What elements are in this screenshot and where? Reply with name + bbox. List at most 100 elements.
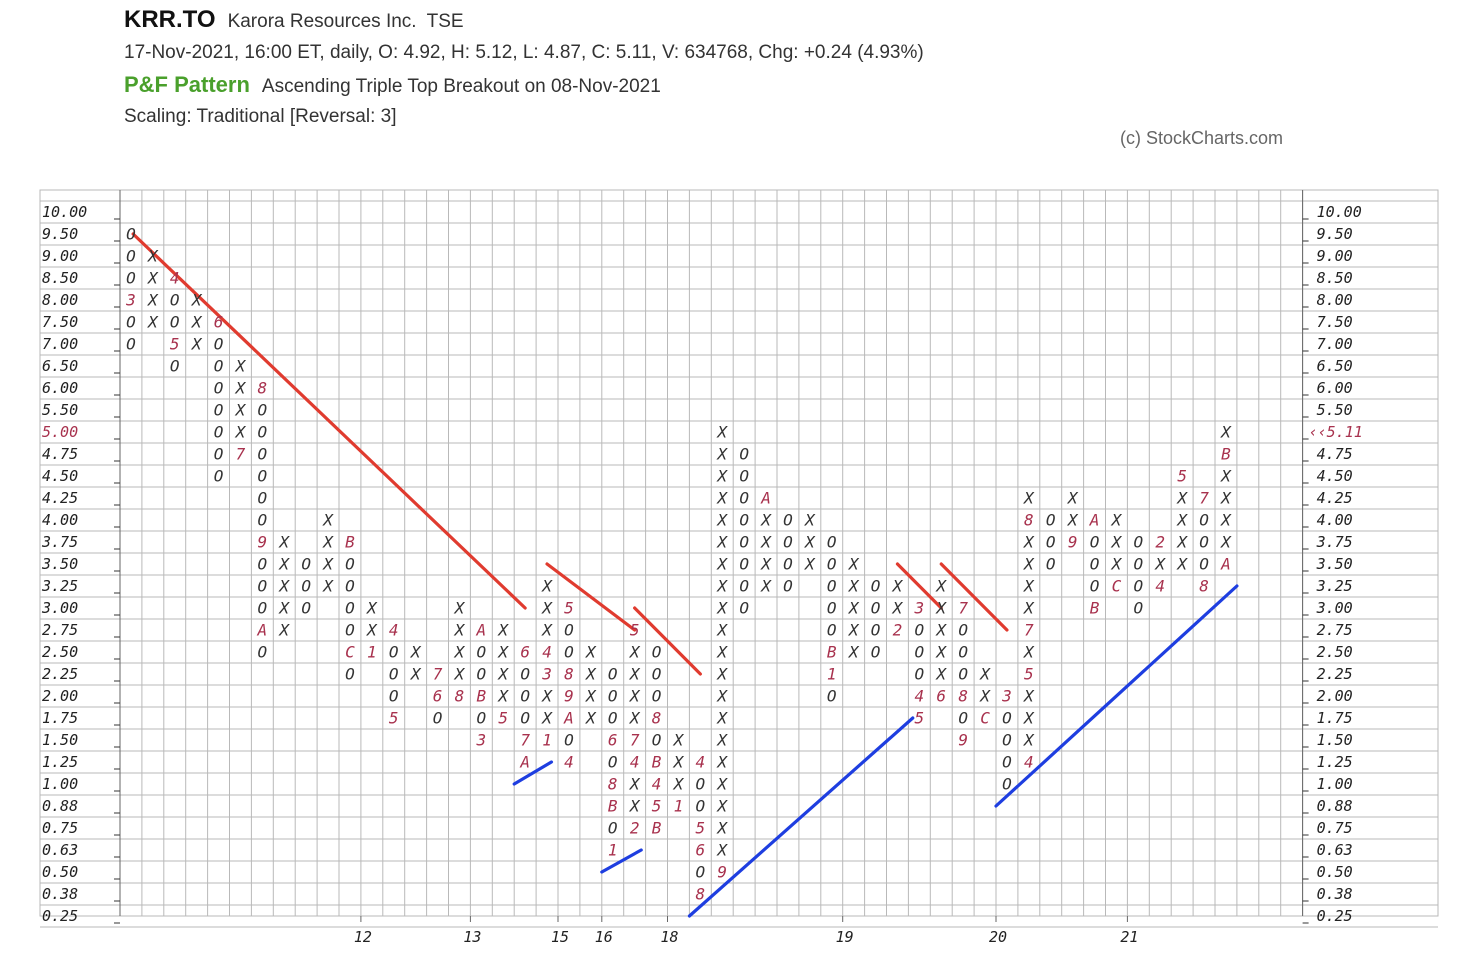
- o-box: O: [214, 335, 224, 354]
- support-trendline: [687, 716, 915, 918]
- y-tick-label: 0.50: [1317, 863, 1353, 881]
- resistance-trendline: [545, 562, 637, 632]
- x-box: X: [322, 533, 334, 552]
- x-box: X: [804, 555, 816, 574]
- y-tick-label: 4.00: [1317, 511, 1353, 529]
- month-marker: 5: [1024, 665, 1034, 684]
- y-tick-label: 0.88: [1317, 797, 1353, 815]
- o-box: O: [915, 643, 925, 662]
- x-box: X: [760, 577, 772, 596]
- month-marker: 1: [367, 643, 377, 662]
- x-box: X: [716, 797, 728, 816]
- x-box: X: [716, 819, 728, 838]
- x-box: X: [322, 511, 334, 530]
- x-box: X: [716, 775, 728, 794]
- x-box: X: [716, 445, 728, 464]
- x-box: X: [1154, 555, 1166, 574]
- x-box: X: [848, 621, 860, 640]
- y-tick-label: 0.38: [42, 885, 78, 903]
- y-tick-label: 8.00: [1317, 291, 1353, 309]
- y-tick-label: 3.00: [41, 599, 78, 617]
- month-marker: B: [1221, 445, 1231, 464]
- o-box: O: [1090, 533, 1100, 552]
- o-box: O: [301, 577, 311, 596]
- resistance-trendline: [939, 562, 1009, 632]
- x-box: X: [935, 643, 947, 662]
- y-tick-label: 6.00: [1317, 379, 1353, 397]
- o-box: O: [345, 555, 355, 574]
- o-box: O: [564, 731, 574, 750]
- x-box: X: [410, 665, 422, 684]
- month-marker: 4: [542, 643, 552, 662]
- month-marker: 4: [630, 753, 640, 772]
- x-box: X: [585, 665, 597, 684]
- y-tick-label: 4.50: [1317, 467, 1353, 485]
- x-box: X: [760, 511, 772, 530]
- o-box: O: [258, 643, 268, 662]
- o-box: O: [520, 687, 530, 706]
- x-box: X: [147, 291, 159, 310]
- o-box: O: [739, 445, 749, 464]
- o-box: O: [827, 555, 837, 574]
- x-box: X: [935, 621, 947, 640]
- x-box: X: [716, 687, 728, 706]
- o-box: O: [214, 467, 224, 486]
- o-box: O: [126, 335, 136, 354]
- x-box: X: [716, 709, 728, 728]
- o-box: O: [126, 225, 136, 244]
- o-box: O: [1046, 555, 1056, 574]
- x-box: X: [541, 577, 553, 596]
- y-tick-label: 1.00: [1317, 775, 1353, 793]
- y-tick-label: 3.75: [1316, 533, 1353, 551]
- x-box: X: [1023, 533, 1035, 552]
- y-tick-label: 8.00: [42, 291, 78, 309]
- y-tick-label: 0.25: [1317, 907, 1353, 925]
- y-tick-label: 3.50: [1316, 555, 1353, 573]
- o-box: O: [258, 423, 268, 442]
- o-box: O: [126, 313, 136, 332]
- y-tick-label: 4.75: [1317, 445, 1353, 463]
- y-tick-label: 2.75: [1317, 621, 1353, 639]
- month-marker: 6: [214, 313, 224, 332]
- o-box: O: [214, 357, 224, 376]
- month-marker: B: [652, 753, 662, 772]
- o-box: O: [827, 687, 837, 706]
- month-marker: 8: [652, 709, 662, 728]
- o-box: O: [652, 687, 662, 706]
- o-box: O: [739, 555, 749, 574]
- o-box: O: [126, 247, 136, 266]
- o-box: O: [477, 665, 487, 684]
- o-box: O: [477, 709, 487, 728]
- x-box: X: [1111, 533, 1123, 552]
- month-marker: 7: [1199, 489, 1209, 508]
- x-box: X: [1023, 709, 1035, 728]
- y-tick-label: 3.75: [41, 533, 78, 551]
- support-trendline: [512, 760, 554, 786]
- x-box: X: [278, 599, 290, 618]
- o-box: O: [1134, 555, 1144, 574]
- month-marker: 7: [433, 665, 443, 684]
- x-box: X: [804, 511, 816, 530]
- o-box: O: [389, 643, 399, 662]
- month-marker: 3: [1001, 687, 1012, 706]
- ticker-symbol: KRR.TO: [124, 6, 216, 33]
- y-tick-label: 0.63: [42, 841, 78, 859]
- y-tick-label: 8.50: [1317, 269, 1353, 287]
- x-box: X: [1220, 489, 1232, 508]
- month-marker: B: [477, 687, 487, 706]
- o-box: O: [608, 819, 618, 838]
- o-box: O: [783, 577, 793, 596]
- month-marker: 8: [958, 687, 968, 706]
- x-box: X: [1220, 511, 1232, 530]
- x-box: X: [673, 731, 685, 750]
- x-box: X: [322, 555, 334, 574]
- x-box: X: [935, 665, 947, 684]
- y-tick-label: 9.50: [1317, 225, 1353, 243]
- o-box: O: [1002, 709, 1012, 728]
- x-box: X: [541, 709, 553, 728]
- x-box: X: [716, 489, 728, 508]
- month-marker: 7: [236, 445, 246, 464]
- month-marker: 5: [389, 709, 399, 728]
- y-tick-label: 5.00: [42, 423, 78, 441]
- x-box: X: [585, 687, 597, 706]
